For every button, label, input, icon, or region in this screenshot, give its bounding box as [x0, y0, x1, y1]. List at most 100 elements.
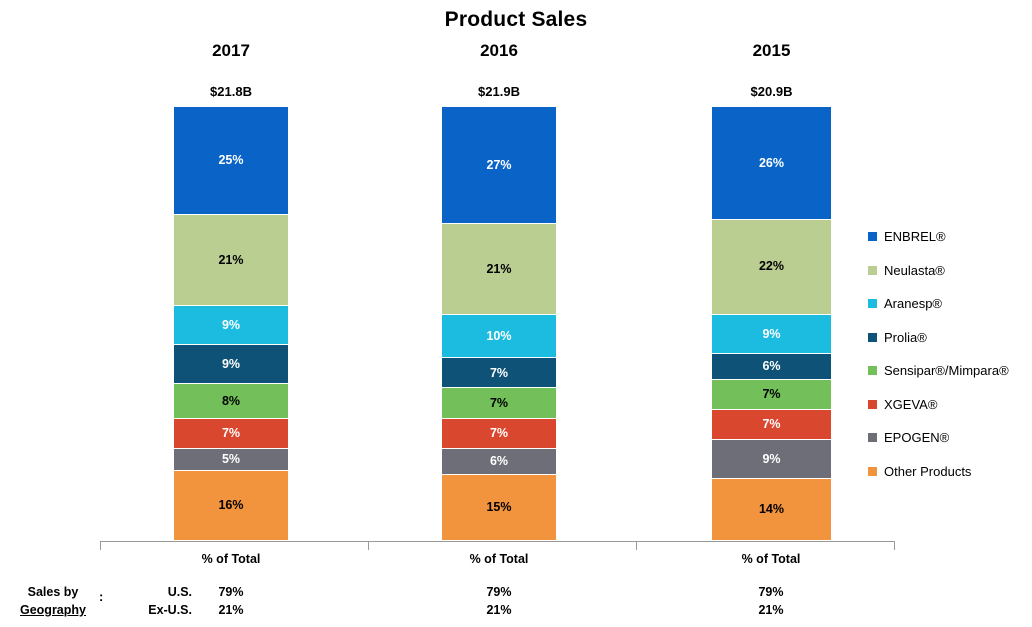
- geo-row-label-exus: Ex-U.S.: [148, 603, 192, 617]
- bar-segment[interactable]: 15%: [442, 474, 556, 540]
- legend-swatch-icon: [868, 466, 877, 476]
- bar-group-2016: 2016 $21.9B 27% 21% 10% 7% 7% 7% 6% 15%: [442, 0, 556, 545]
- legend-label: Prolia®: [884, 329, 927, 345]
- legend-label: XGEVA®: [884, 396, 938, 412]
- bar-segment[interactable]: 27%: [442, 107, 556, 224]
- bar-segment-label: 21%: [218, 252, 244, 267]
- axis-tick-right: [894, 541, 895, 550]
- geo-us-value-2016: 79%: [486, 585, 512, 599]
- axis-tick-mid-2: [636, 541, 637, 550]
- bar-segment[interactable]: 7%: [442, 418, 556, 450]
- geo-title-line1: Sales by: [27, 585, 79, 599]
- bar-segment[interactable]: 7%: [712, 410, 831, 441]
- bar-segment[interactable]: 8%: [174, 384, 288, 419]
- legend-swatch-icon: [868, 433, 877, 443]
- legend-item[interactable]: XGEVA®: [868, 388, 1009, 422]
- bar-segment-label: 16%: [218, 498, 244, 513]
- bar-segment[interactable]: 7%: [442, 388, 556, 419]
- bar-segment-label: 14%: [758, 502, 785, 517]
- chart-title: Product Sales: [444, 8, 588, 31]
- bar-segment[interactable]: 10%: [442, 314, 556, 359]
- legend-label: Other Products: [884, 463, 972, 479]
- bar-segment-label: 7%: [762, 387, 781, 402]
- pct-of-total-2017: % of Total: [201, 552, 261, 566]
- geo-values-2017: 79% 21%: [151, 583, 311, 619]
- geo-us-value-2017: 79%: [218, 585, 244, 599]
- geo-title-line2: Geography: [20, 603, 86, 617]
- legend-label: Neulasta®: [884, 262, 945, 278]
- bar-group-2015: 2015 $20.9B 26% 22% 9% 6% 7% 7% 9% 14%: [712, 0, 831, 545]
- bar-segment[interactable]: 7%: [174, 418, 288, 450]
- geo-exus-value-2015: 21%: [758, 603, 784, 617]
- geo-colon: :: [99, 589, 104, 604]
- axis-tick-mid-1: [368, 541, 369, 550]
- stack-2015: 26% 22% 9% 6% 7% 7% 9% 14%: [712, 107, 831, 540]
- bar-segment[interactable]: 21%: [442, 223, 556, 315]
- bar-segment-label: 25%: [218, 153, 244, 168]
- bar-segment-label: 6%: [489, 454, 509, 469]
- legend-swatch-icon: [868, 366, 877, 376]
- legend-item[interactable]: Aranesp®: [868, 287, 1009, 321]
- legend-swatch-icon: [868, 299, 877, 309]
- geo-exus-value-2017: 21%: [218, 603, 244, 617]
- legend-swatch-icon: [868, 399, 877, 409]
- stack-2017: 25% 21% 9% 9% 8% 7% 5% 16%: [174, 107, 288, 540]
- bar-segment-label: 7%: [221, 426, 241, 441]
- chart-legend: ENBREL® Neulasta® Aranesp® Prolia® Sensipar®…: [868, 220, 1009, 488]
- total-label-2016: $21.9B: [478, 84, 520, 99]
- bar-segment[interactable]: 9%: [174, 306, 288, 346]
- legend-item[interactable]: Other Products: [868, 455, 1009, 489]
- bar-segment[interactable]: 21%: [174, 215, 288, 307]
- geo-us-value-2015: 79%: [758, 585, 784, 599]
- year-label-2015: 2015: [752, 41, 791, 60]
- pct-of-total-2015: % of Total: [741, 552, 801, 566]
- bar-segment-label: 22%: [758, 259, 785, 274]
- bar-segment-label: 7%: [489, 395, 509, 410]
- bar-segment[interactable]: 9%: [712, 440, 831, 480]
- geo-row-labels: U.S. Ex-U.S.: [112, 583, 192, 619]
- x-axis-line: [100, 541, 895, 542]
- bar-segment[interactable]: 6%: [442, 449, 556, 475]
- bar-segment[interactable]: 6%: [712, 353, 831, 380]
- bar-segment[interactable]: 22%: [712, 219, 831, 315]
- year-label-2016: 2016: [480, 41, 518, 60]
- bar-segment[interactable]: 7%: [442, 358, 556, 389]
- bar-segment-label: 10%: [486, 328, 512, 343]
- bar-segment-label: 9%: [762, 452, 781, 467]
- bar-group-2017: 2017 $21.8B 25% 21% 9% 9% 8% 7% 5% 16%: [174, 0, 288, 545]
- bar-segment-label: 15%: [486, 500, 512, 515]
- sales-by-geography-title: Sales by Geography: [8, 583, 98, 619]
- pct-of-total-2016: % of Total: [469, 552, 529, 566]
- legend-item[interactable]: EPOGEN®: [868, 421, 1009, 455]
- bar-segment[interactable]: 7%: [712, 379, 831, 411]
- geo-values-2016: 79% 21%: [419, 583, 579, 619]
- bar-segment[interactable]: 26%: [712, 107, 831, 220]
- bar-segment[interactable]: 14%: [712, 479, 831, 540]
- legend-swatch-icon: [868, 232, 877, 242]
- legend-item[interactable]: Prolia®: [868, 321, 1009, 355]
- bar-segment-label: 7%: [762, 417, 781, 432]
- bar-segment[interactable]: 9%: [174, 345, 288, 385]
- legend-swatch-icon: [868, 265, 877, 275]
- geo-exus-value-2016: 21%: [486, 603, 512, 617]
- bar-segment-label: 9%: [762, 326, 781, 341]
- bar-segment-label: 8%: [221, 393, 241, 408]
- bar-segment[interactable]: 9%: [712, 314, 831, 354]
- legend-item[interactable]: ENBREL®: [868, 220, 1009, 254]
- bar-segment-label: 9%: [221, 317, 241, 332]
- legend-label: ENBREL®: [884, 229, 946, 245]
- bar-segment[interactable]: 16%: [174, 470, 288, 540]
- bar-segment-label: 6%: [762, 359, 781, 374]
- bar-segment-label: 7%: [489, 365, 509, 380]
- bar-segment-label: 9%: [221, 356, 241, 371]
- geo-row-label-us: U.S.: [167, 585, 192, 599]
- legend-item[interactable]: Neulasta®: [868, 254, 1009, 288]
- total-label-2015: $20.9B: [750, 84, 793, 99]
- bar-segment[interactable]: 5%: [174, 449, 288, 471]
- bar-segment-label: 7%: [489, 426, 509, 441]
- bar-segment-label: 5%: [221, 452, 241, 467]
- bar-segment-label: 26%: [758, 155, 785, 170]
- legend-item[interactable]: Sensipar®/Mimpara®: [868, 354, 1009, 388]
- bar-segment[interactable]: 25%: [174, 107, 288, 216]
